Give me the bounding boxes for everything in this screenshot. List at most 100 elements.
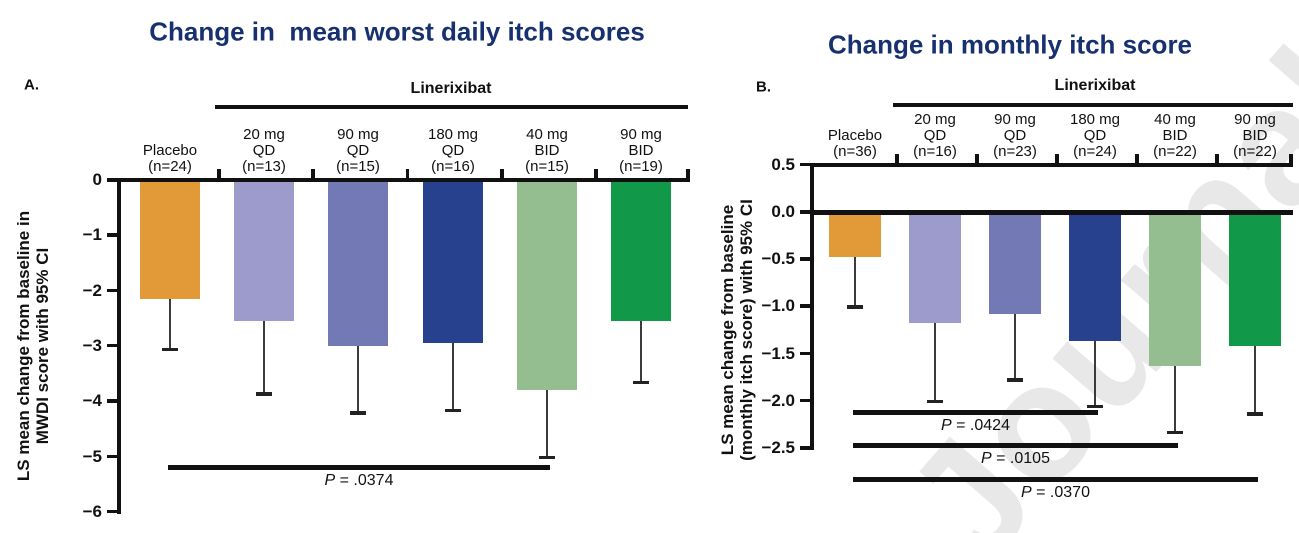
category-label-line: Placebo (827, 127, 883, 144)
bar-40 mg-bid-(n=15) (517, 181, 577, 391)
error-bar-cap (1247, 412, 1263, 416)
category-label-line: 90 mg (994, 111, 1036, 128)
category-label-line: QD (441, 142, 465, 159)
error-bar-cap (847, 305, 863, 309)
panel-title: Change in mean worst daily itch scores (149, 16, 645, 47)
category-label: Placebo (n=24) (143, 143, 197, 175)
error-bar-cap (539, 455, 555, 460)
y-axis-tick-label: −2 (82, 280, 102, 300)
error-bar-line (1174, 365, 1176, 432)
y-axis-tick-label: −1 (82, 225, 102, 245)
category-label-line: 20 mg (914, 111, 956, 128)
category-label: 90 mg QD (n=15) (336, 127, 380, 175)
category-label-line: 90 mg (1234, 111, 1276, 128)
bar-placebo-(n=36) (829, 213, 881, 258)
p-value-number: = .0424 (951, 417, 1010, 434)
error-bar-line (169, 298, 171, 349)
p-value-symbol: P (981, 450, 992, 467)
panel-title: Change in monthly itch score (827, 29, 1193, 60)
p-value-number: = .0374 (335, 472, 394, 489)
category-boundary-tick (594, 169, 598, 178)
error-bar-cap (256, 392, 272, 396)
error-bar-line (854, 257, 856, 307)
significance-line (853, 477, 1258, 482)
y-axis-tick-label: −0.5 (761, 249, 795, 269)
p-value-number: = .0105 (991, 450, 1050, 467)
error-bar-cap (1007, 378, 1023, 382)
category-label-line: BID (628, 142, 654, 159)
error-bar-cap (1167, 430, 1183, 435)
category-boundary-tick (1135, 154, 1139, 163)
error-bar-cap (633, 380, 649, 385)
plot-top-frame (810, 163, 1293, 167)
category-label: 180 mg QD (n=24) (1070, 112, 1120, 160)
error-bar-line (1014, 313, 1016, 380)
error-bar-line (934, 323, 936, 401)
category-label-line: Placebo (142, 142, 198, 159)
bar-40 mg-bid-(n=22) (1149, 213, 1201, 366)
y-axis-spine (810, 165, 814, 450)
treatment-group-line (893, 103, 1293, 107)
p-value-label: P = .0424 (941, 417, 1010, 435)
error-bar-line (263, 321, 265, 393)
category-boundary-tick (500, 169, 504, 178)
y-axis-tick (107, 178, 118, 182)
category-label-line: (n=36) (833, 143, 877, 160)
category-boundary-tick (1215, 154, 1219, 163)
p-value-symbol: P (1021, 484, 1032, 501)
error-bar-line (1254, 346, 1256, 414)
category-boundary-tick (686, 169, 690, 178)
y-axis-tick (107, 399, 118, 403)
category-boundary-tick (217, 169, 221, 178)
error-bar-cap (927, 399, 943, 404)
category-boundary-tick (1289, 154, 1293, 163)
category-label-line: 20 mg (243, 126, 285, 143)
y-axis-title-line: MWDI score with 95% CI (33, 247, 52, 445)
category-label-line: (n=24) (148, 158, 192, 175)
category-boundary-tick (895, 154, 899, 163)
treatment-group-line (215, 105, 688, 109)
significance-line (853, 410, 1098, 415)
bar-180 mg-qd-(n=24) (1069, 213, 1121, 342)
y-axis-tick-label: 0.0 (771, 202, 795, 221)
error-bar-line (546, 390, 548, 457)
y-axis-tick-label: 0 (92, 170, 102, 189)
y-axis-tick-label: −4 (82, 391, 102, 411)
category-label: 40 mg BID (n=15) (525, 127, 569, 175)
category-boundary-tick (1055, 154, 1059, 163)
y-axis-tick (800, 351, 811, 356)
category-label-line: (n=22) (1233, 143, 1277, 160)
y-axis-tick (107, 233, 118, 237)
error-bar-cap (1087, 404, 1103, 409)
bar-90 mg-bid-(n=22) (1229, 213, 1281, 347)
p-value-symbol: P (941, 417, 952, 434)
category-label-line: QD (252, 142, 276, 159)
category-label-line: (n=15) (336, 158, 380, 175)
category-boundary-tick (405, 169, 409, 178)
p-value-label: P = .0105 (981, 450, 1050, 468)
error-bar-line (452, 343, 454, 410)
bar-180 mg-qd-(n=16) (423, 181, 483, 344)
error-bar-line (357, 345, 359, 413)
category-boundary-tick (975, 154, 979, 163)
category-label: 20 mg QD (n=13) (242, 127, 286, 175)
panel-letter-label: B. (756, 78, 771, 96)
y-axis-tick-label: −2.0 (761, 390, 795, 410)
bar-90 mg-qd-(n=15) (328, 181, 388, 346)
category-label: 180 mg QD (n=16) (428, 127, 478, 175)
panel-letter-label: A. (24, 76, 39, 94)
y-axis-tick (800, 257, 811, 261)
y-axis-tick (800, 304, 811, 308)
y-axis-tick (800, 446, 811, 450)
category-label: Placebo (n=36) (828, 128, 882, 160)
y-axis-title: LS mean change from baseline (monthly itc… (718, 199, 756, 461)
y-axis-title-line: (monthly itch score) with 95% CI (737, 199, 756, 461)
y-axis-tick-label: 0.5 (771, 154, 795, 174)
y-axis-tick (107, 509, 118, 514)
y-axis-tick (107, 343, 118, 348)
category-label-line: 180 mg (427, 126, 479, 143)
category-label-line: BID (1162, 127, 1188, 144)
treatment-group-label: Linerixibat (410, 80, 492, 97)
category-label-line: (n=16) (431, 158, 475, 175)
